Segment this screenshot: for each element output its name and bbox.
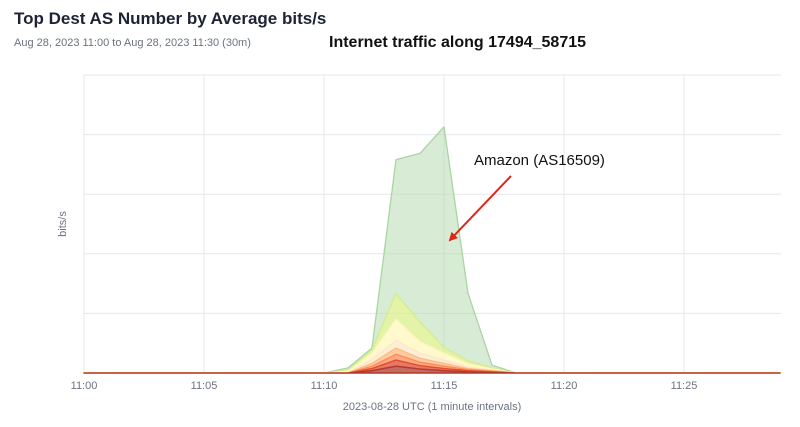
annotation-arrow	[448, 175, 512, 242]
x-tick-label: 11:20	[551, 380, 578, 392]
x-tick-label: 11:00	[71, 380, 98, 392]
x-tick-label: 11:05	[191, 380, 218, 392]
x-tick-label: 11:25	[671, 380, 698, 392]
y-axis-label: bits/s	[57, 211, 69, 237]
chart-title: Internet traffic along 17494_58715	[329, 34, 587, 51]
time-range-subtitle: Aug 28, 2023 11:00 to Aug 28, 2023 11:30…	[14, 37, 251, 49]
x-tick-label: 11:10	[311, 380, 338, 392]
area-series-1	[83, 365, 781, 374]
stacked-areas	[83, 126, 781, 374]
annotation: Amazon (AS16509)	[448, 152, 605, 242]
annotation-label: Amazon (AS16509)	[474, 152, 605, 169]
x-tick-label: 11:15	[431, 380, 458, 392]
x-axis-label: 2023-08-28 UTC (1 minute intervals)	[343, 401, 522, 413]
x-axis-ticks: 11:00 11:05 11:10 11:15 11:20 11:25	[71, 380, 698, 392]
panel-title: Top Dest AS Number by Average bits/s	[14, 9, 327, 28]
